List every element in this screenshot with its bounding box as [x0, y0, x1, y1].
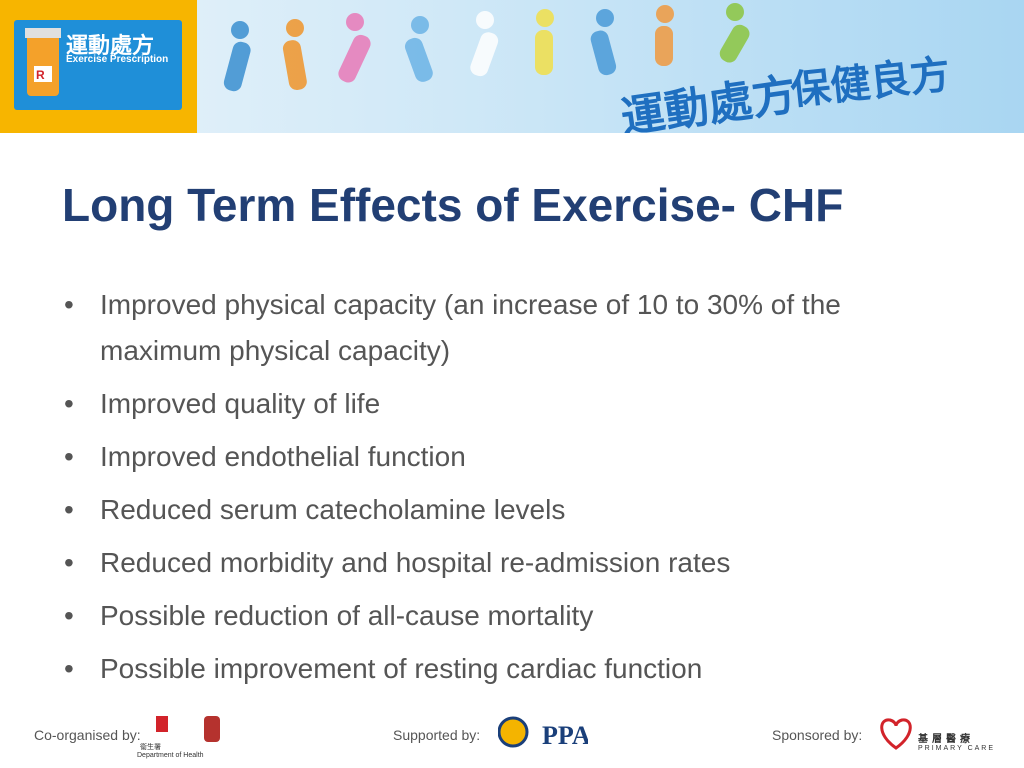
- footer-logos: PPA: [498, 716, 588, 750]
- bullet-item: Possible reduction of all-cause mortalit…: [64, 593, 950, 639]
- bullet-item: Improved physical capacity (an increase …: [64, 282, 950, 374]
- logo-bottle: R: [25, 28, 61, 96]
- bullet-item: Reduced morbidity and hospital re-admiss…: [64, 540, 950, 586]
- svg-text:R: R: [36, 68, 45, 82]
- logo-caption: Department of Health: [137, 752, 204, 759]
- footer-label: Supported by:: [393, 727, 481, 743]
- bullet-list: Improved physical capacity (an increase …: [64, 282, 950, 699]
- logo-caption: PRIMARY CARE: [918, 745, 996, 752]
- footer-logos: [156, 716, 220, 742]
- bullet-item: Reduced serum catecholamine levels: [64, 487, 950, 533]
- footer-logo: [880, 718, 912, 750]
- logo: R 運動處方 Exercise Prescription: [0, 0, 197, 133]
- bullet-item: Improved quality of life: [64, 381, 950, 427]
- banner-figures: [223, 3, 750, 92]
- logo-panel: R 運動處方 Exercise Prescription: [14, 20, 182, 110]
- footer-label: Sponsored by:: [772, 727, 863, 743]
- logo-caption: 基層醫療: [918, 734, 974, 745]
- slide-title: Long Term Effects of Exercise- CHF: [62, 179, 844, 231]
- header-banner: 運動處方 保健良方 R 運動處方 Exercise Prescription: [0, 0, 1024, 133]
- svg-text:PPA: PPA: [542, 721, 588, 750]
- logo-caption: 衞生署: [140, 744, 161, 751]
- bullet-item: Improved endothelial function: [64, 434, 950, 480]
- footer-label: Co-organised by:: [34, 727, 141, 743]
- logo-subtitle: Exercise Prescription: [66, 54, 169, 65]
- logo-title: 運動處方: [66, 34, 155, 59]
- bullet-item: Possible improvement of resting cardiac …: [64, 646, 950, 692]
